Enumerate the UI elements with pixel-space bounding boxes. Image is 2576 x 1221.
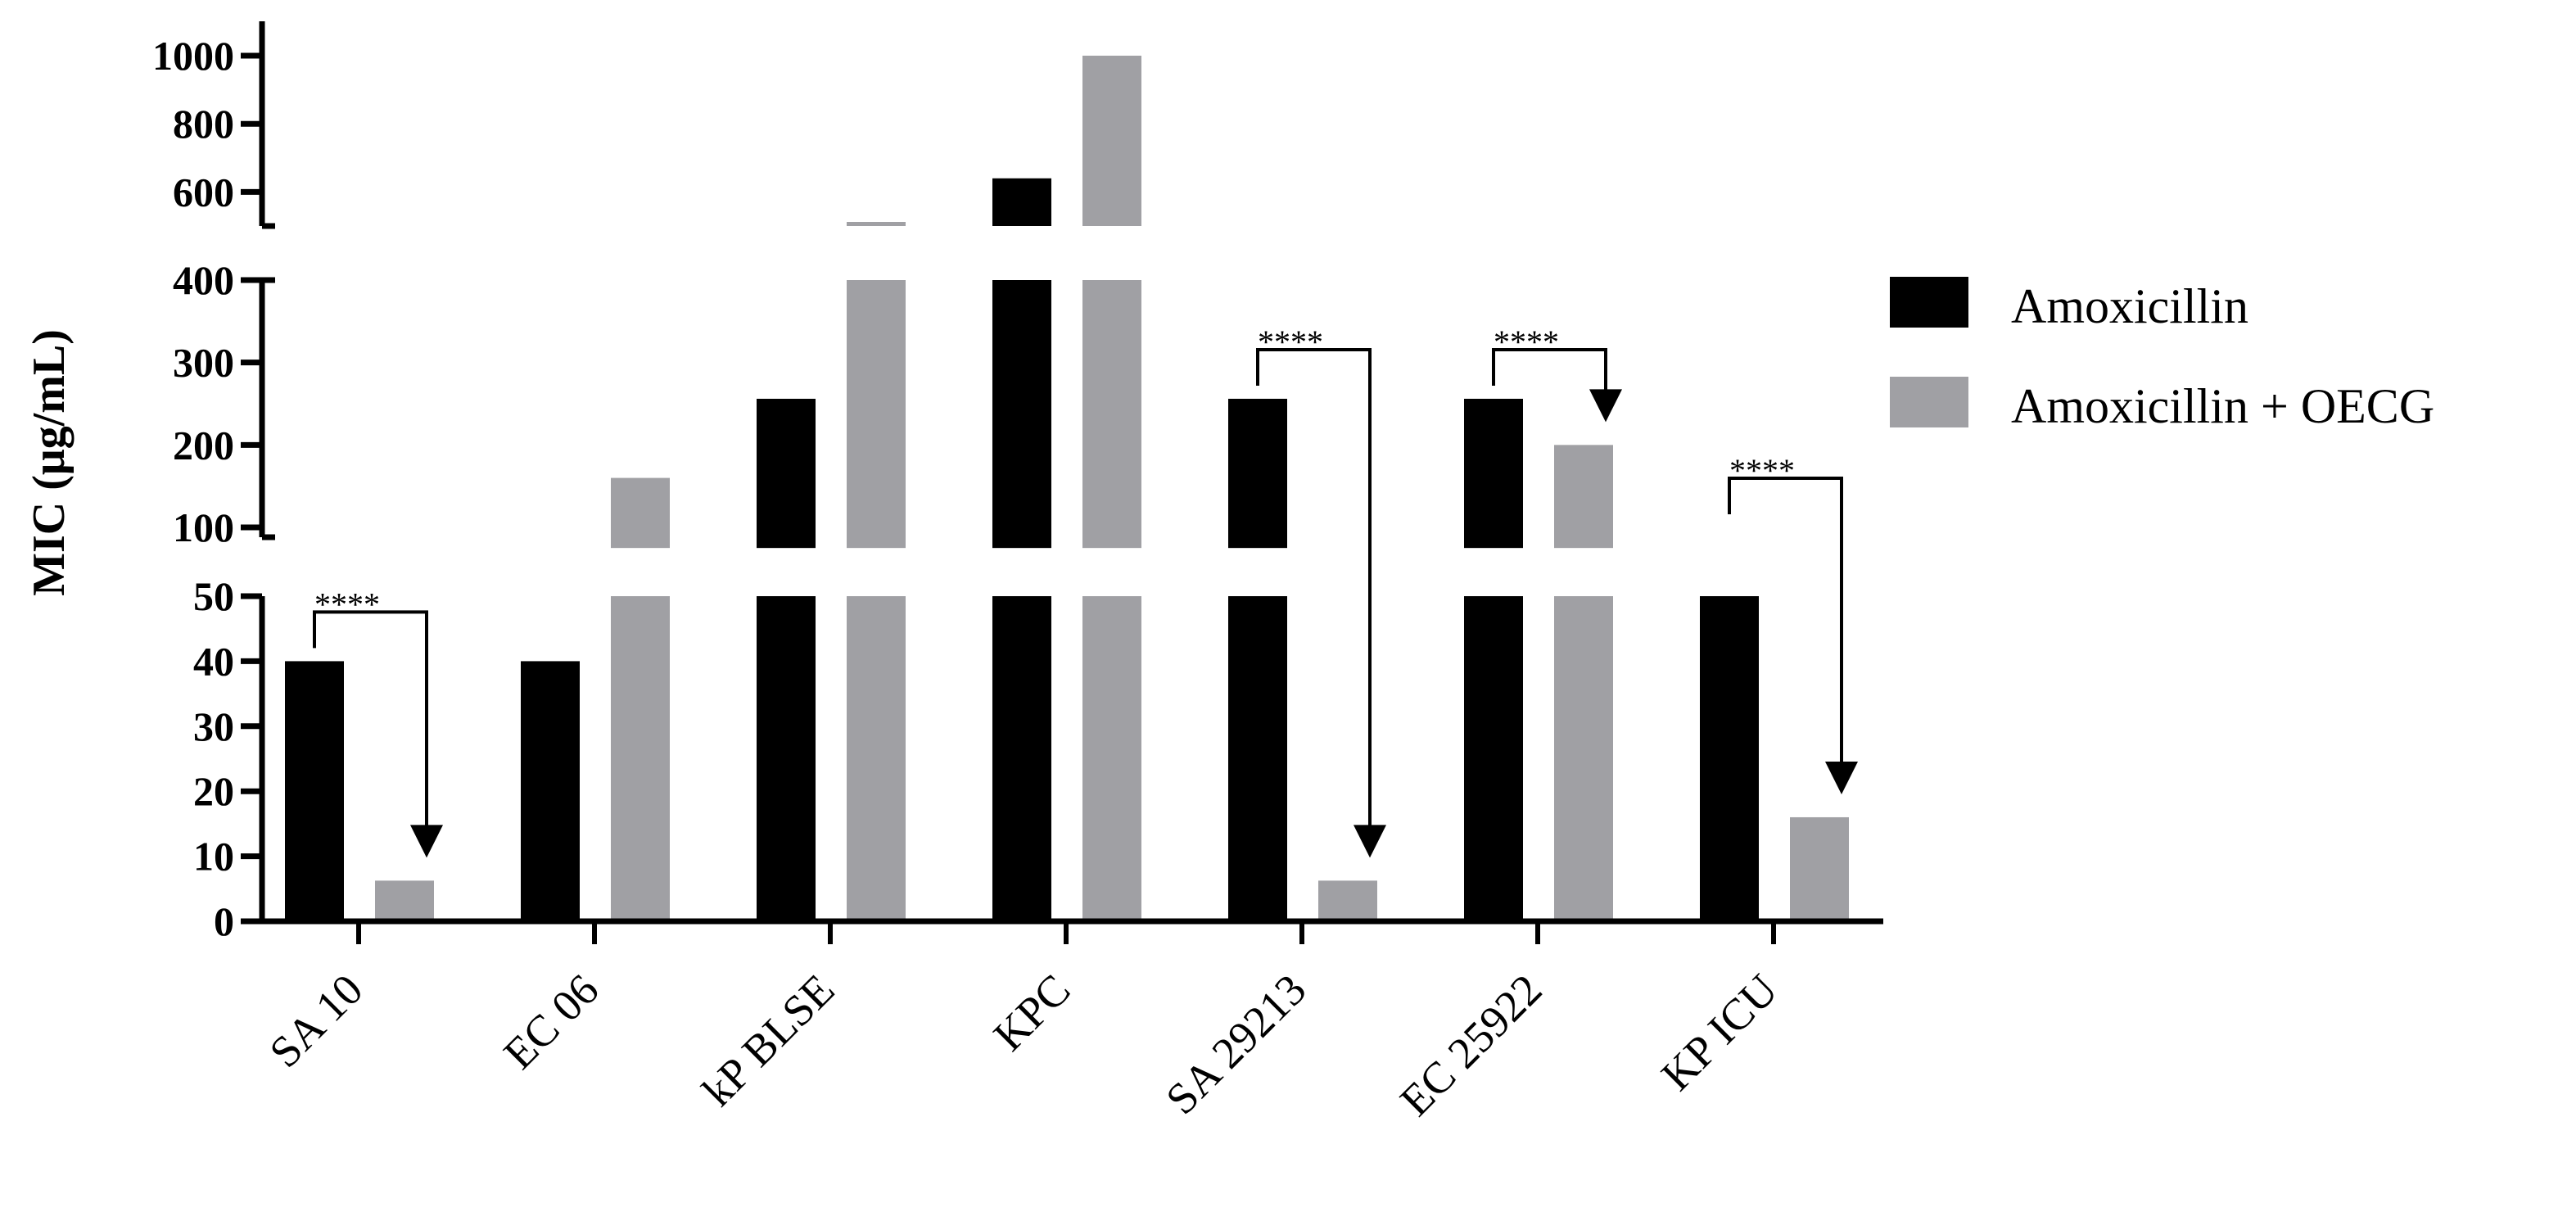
legend: Amoxicillin Amoxicillin + OECG: [1890, 277, 2434, 433]
bar: [757, 596, 816, 921]
x-tick-label: kP BLSE: [693, 965, 843, 1115]
legend-swatch-amoxicillin: [1890, 277, 1968, 328]
arrow-head: [1825, 761, 1858, 794]
bar: [1082, 280, 1141, 549]
bar: [611, 477, 670, 549]
y-tick-label: 400: [173, 257, 234, 303]
y-tick-label: 40: [193, 638, 234, 684]
bar: [1228, 596, 1287, 921]
significance-stars: ****: [1258, 323, 1323, 360]
y-tick-label: 200: [173, 422, 234, 468]
y-tick-label: 50: [193, 573, 234, 619]
x-tick-label: SA 10: [260, 965, 373, 1077]
bar: [992, 596, 1051, 921]
y-axis-label: MIC (μg/mL): [24, 329, 75, 596]
bar: [1228, 398, 1287, 549]
bar: [992, 178, 1051, 226]
significance-stars: ****: [1729, 452, 1795, 489]
significance-stars: ****: [1494, 323, 1559, 360]
x-tick-label: EC 25922: [1390, 965, 1551, 1125]
significance-bracket: [1256, 347, 1372, 830]
y-tick-label: 0: [214, 898, 234, 944]
bar: [1790, 816, 1849, 921]
y-tick-label: 20: [193, 768, 234, 814]
bar: [285, 661, 344, 921]
x-tick-label: KPC: [984, 965, 1080, 1060]
x-axis: SA 10 EC 06 kP BLSE KPC SA 29213 EC 25922 KP I…: [259, 918, 1883, 1125]
y-tick-label: 300: [173, 340, 234, 386]
y-tick-label: 100: [173, 504, 234, 550]
legend-swatch-amoxicillin-oecg: [1890, 377, 1968, 427]
arrow-head: [410, 825, 443, 858]
significance-stars: ****: [314, 586, 380, 622]
bar: [1464, 596, 1523, 921]
y-tick-label: 1000: [152, 33, 234, 79]
significance-bracket: [1492, 347, 1607, 395]
bar: [1082, 596, 1141, 921]
bar: [847, 222, 906, 226]
y-tick-label: 30: [193, 703, 234, 749]
bar: [1554, 445, 1613, 549]
bar: [375, 880, 434, 921]
y-tick-label: 600: [173, 169, 234, 215]
arrow-head: [1354, 825, 1386, 858]
y-tick-label: 800: [173, 101, 234, 147]
bar: [1464, 398, 1523, 549]
legend-label-amoxicillin: Amoxicillin: [2011, 279, 2248, 333]
bar: [611, 596, 670, 921]
x-tick-label: EC 06: [495, 965, 608, 1079]
significance-bracket: [1728, 477, 1843, 767]
bar: [1082, 56, 1141, 226]
bars-group: [285, 56, 1849, 921]
bar: [992, 280, 1051, 549]
bar: [847, 596, 906, 921]
bar: [757, 398, 816, 549]
y-axis: 0 10 20 30 40 50 100 200 300 400 600 800 1000: [152, 21, 275, 944]
x-tick-label: SA 29213: [1156, 965, 1315, 1124]
x-tick-label: KP ICU: [1652, 965, 1787, 1100]
bar: [1554, 596, 1613, 921]
bar: [521, 661, 580, 921]
bar: [1318, 880, 1377, 921]
significance-annotations: **** **** **** ****: [313, 323, 1858, 858]
legend-label-amoxicillin-oecg: Amoxicillin + OECG: [2011, 379, 2434, 433]
significance-bracket: [313, 610, 428, 830]
arrow-head: [1589, 389, 1622, 423]
bar: [1700, 596, 1759, 921]
y-tick-label: 10: [193, 834, 234, 880]
bar: [847, 280, 906, 549]
